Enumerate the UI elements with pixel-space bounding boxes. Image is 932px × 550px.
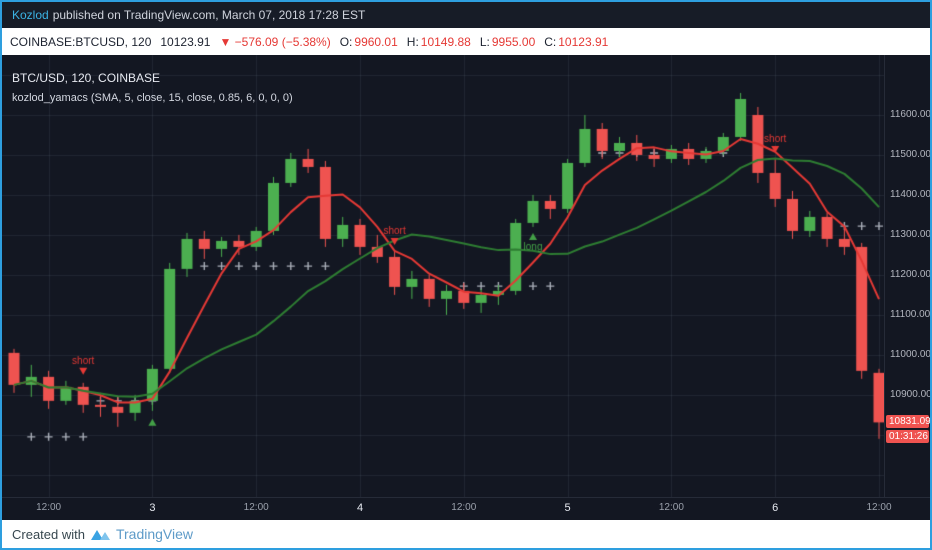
time-axis-label: 3: [149, 502, 156, 514]
price-axis-label: 11400.00: [890, 188, 931, 200]
low-label: L:: [479, 34, 490, 49]
countdown-badge: 01:31:26: [886, 430, 929, 444]
time-axis-label: 5: [564, 502, 571, 514]
symbol-change: ▼ −576.09 (−5.38%): [219, 34, 331, 49]
time-axis-label: 12:00: [866, 502, 892, 513]
low-value: 9955.00: [491, 34, 536, 49]
time-axis[interactable]: 12:00 3 12:00 4 12:00 5 12:00 6 12:00: [2, 497, 930, 520]
last-price-badge: 10831.09: [886, 415, 930, 429]
candlestick-chart[interactable]: [2, 55, 884, 498]
time-axis-label: 6: [772, 502, 779, 514]
chart-legend: BTC/USD, 120, COINBASE kozlod_yamacs (SM…: [12, 71, 293, 104]
time-axis-label: 12:00: [451, 502, 477, 513]
tradingview-logo-icon[interactable]: [90, 527, 110, 541]
publish-bar: Kozlod published on TradingView.com, Mar…: [2, 2, 930, 28]
close-value: 10123.91: [558, 34, 609, 49]
chart-area: BTC/USD, 120, COINBASE kozlod_yamacs (SM…: [2, 55, 930, 520]
symbol-last-price: 10123.91: [160, 34, 211, 49]
chart-plot: BTC/USD, 120, COINBASE kozlod_yamacs (SM…: [2, 55, 884, 498]
open-label: O:: [339, 34, 353, 49]
ohlc-open: O: 9960.01: [340, 35, 398, 49]
publish-info-text: published on TradingView.com, March 07, …: [52, 8, 366, 22]
time-axis-label: 12:00: [243, 502, 269, 513]
time-axis-label: 12:00: [658, 502, 684, 513]
price-axis-label: 11600.00: [890, 108, 931, 120]
high-value: 10149.88: [420, 34, 471, 49]
close-label: C:: [544, 34, 557, 49]
price-axis[interactable]: 11600.00 11500.00 11400.00 11300.00 1120…: [884, 55, 930, 497]
high-label: H:: [406, 34, 419, 49]
tradingview-wordmark[interactable]: TradingView: [115, 526, 194, 542]
symbol-name: COINBASE:BTCUSD, 120: [10, 34, 152, 49]
attribution-bar: Created with TradingView: [2, 520, 930, 548]
price-axis-label: 11300.00: [890, 228, 931, 240]
price-axis-label: 11000.00: [890, 348, 931, 360]
ohlc-close: C: 10123.91: [544, 35, 608, 49]
price-axis-label: 10900.00: [890, 388, 932, 400]
ohlc-low: L: 9955.00: [480, 35, 535, 49]
symbol-info-bar: COINBASE:BTCUSD, 120 10123.91 ▼ −576.09 …: [2, 28, 930, 55]
ohlc-high: H: 10149.88: [407, 35, 471, 49]
legend-symbol[interactable]: BTC/USD, 120, COINBASE: [12, 71, 161, 85]
created-with-text: Created with: [12, 526, 85, 542]
legend-indicator[interactable]: kozlod_yamacs (SMA, 5, close, 15, close,…: [12, 92, 293, 104]
time-axis-label: 12:00: [36, 502, 62, 513]
price-axis-label: 11200.00: [890, 268, 931, 280]
open-value: 9960.01: [354, 34, 398, 49]
author-link[interactable]: Kozlod: [12, 8, 49, 22]
price-axis-label: 11100.00: [890, 308, 931, 320]
time-axis-label: 4: [356, 502, 364, 514]
price-axis-label: 11500.00: [890, 148, 931, 160]
